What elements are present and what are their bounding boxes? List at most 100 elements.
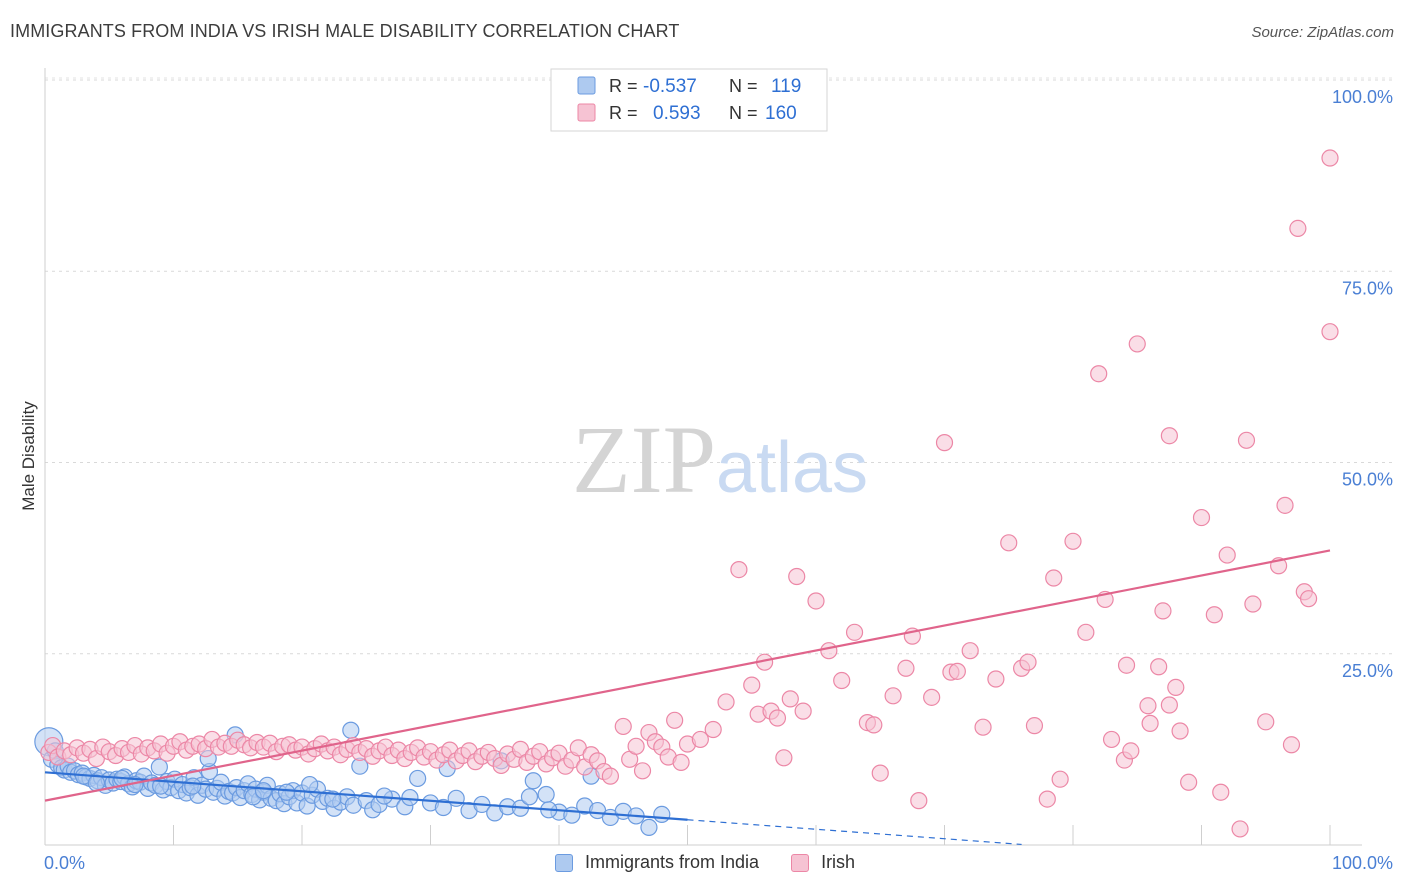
y-tick-label-50: 50.0% <box>1342 470 1393 490</box>
irish-point <box>691 730 709 749</box>
india-point <box>184 777 202 795</box>
irish-point <box>730 560 748 579</box>
legend-n-label-irish: N = <box>729 103 758 123</box>
irish-point <box>1167 678 1185 697</box>
irish-point <box>1102 730 1121 749</box>
y-tick-label-25: 25.0% <box>1342 661 1393 681</box>
x-minor-ticks <box>173 825 1331 845</box>
irish-point <box>704 720 722 739</box>
irish-point <box>614 717 632 736</box>
irish-point <box>1000 534 1018 552</box>
irish-point <box>1128 335 1146 353</box>
irish-point <box>627 737 645 755</box>
india-point <box>524 772 542 790</box>
x-tick-label-min: 0.0% <box>44 853 85 873</box>
stats-legend: R = -0.537 N = 119 R = 0.593 N = 160 <box>550 68 828 132</box>
irish-point <box>1160 696 1178 714</box>
trend-lines <box>44 549 1331 846</box>
irish-point <box>1154 602 1172 620</box>
legend-n-label-india: N = <box>729 76 758 96</box>
irish-point <box>672 753 690 771</box>
irish-point <box>910 792 928 810</box>
irish-point <box>781 690 799 708</box>
legend-label-india: Immigrants from India <box>585 852 760 872</box>
series-irish-points <box>40 149 1339 838</box>
legend-n-value-india: 119 <box>771 76 801 97</box>
irish-point <box>845 623 864 641</box>
y-tick-labels: 100.0% 75.0% 50.0% 25.0% <box>1332 87 1393 681</box>
irish-point <box>1231 820 1249 838</box>
india-point <box>301 775 319 794</box>
watermark-atlas: atlas <box>716 428 868 508</box>
irish-point <box>1122 742 1140 760</box>
irish-trend-line <box>44 549 1331 802</box>
irish-point <box>1117 656 1136 674</box>
irish-point <box>666 711 684 729</box>
irish-point <box>1212 783 1230 801</box>
irish-point <box>743 676 761 694</box>
irish-point <box>1160 427 1178 445</box>
legend-swatch-irish <box>577 103 596 122</box>
irish-point <box>1045 569 1063 587</box>
irish-point <box>601 767 620 785</box>
legend-r-value-irish: 0.593 <box>653 103 701 124</box>
legend-item-india[interactable]: Immigrants from India <box>555 852 759 873</box>
india-point <box>254 782 273 800</box>
irish-point <box>1064 532 1082 550</box>
source-label: Source: ZipAtlas.com <box>1251 24 1394 41</box>
irish-point <box>1171 722 1189 740</box>
india-point <box>653 805 671 824</box>
legend-item-irish[interactable]: Irish <box>791 852 855 873</box>
chart-title: IMMIGRANTS FROM INDIA VS IRISH MALE DISA… <box>10 21 680 41</box>
india-point <box>324 790 342 808</box>
irish-point <box>871 764 889 782</box>
india-point <box>409 769 427 788</box>
india-point <box>434 798 452 817</box>
irish-point <box>1276 496 1294 514</box>
irish-point <box>884 687 902 705</box>
irish-point <box>1090 365 1108 383</box>
irish-point <box>1237 431 1256 449</box>
irish-point <box>948 662 966 680</box>
irish-point <box>1282 736 1301 754</box>
irish-point <box>788 567 806 586</box>
y-axis-label: Male Disability <box>19 401 38 511</box>
irish-point <box>633 762 652 780</box>
legend-swatch-india <box>577 76 596 95</box>
watermark-zip: ZIP <box>572 406 716 513</box>
india-point <box>537 785 555 804</box>
irish-point <box>1257 713 1275 731</box>
y-tick-label-75: 75.0% <box>1342 278 1393 298</box>
series-legend: Immigrants from India Irish <box>555 852 887 873</box>
irish-point <box>1051 770 1069 788</box>
legend-r-label-irish: R = <box>609 103 638 123</box>
irish-point <box>1244 595 1262 613</box>
india-point <box>150 758 168 776</box>
irish-point <box>923 688 941 706</box>
india-point <box>277 783 296 801</box>
irish-point <box>1218 546 1236 564</box>
irish-point <box>775 749 793 767</box>
irish-point <box>1205 606 1223 624</box>
irish-point <box>1077 623 1095 641</box>
irish-point <box>974 718 992 736</box>
grid-lines <box>45 77 1392 655</box>
watermark: ZIPatlas <box>572 406 868 513</box>
y-tick-label-100: 100.0% <box>1332 87 1393 107</box>
irish-point <box>807 592 825 610</box>
irish-point <box>1141 714 1159 732</box>
legend-swatch-india-bottom <box>555 853 573 872</box>
irish-point <box>961 642 979 660</box>
irish-point <box>1025 717 1044 735</box>
india-point <box>342 721 360 739</box>
india-trend-extension <box>687 819 1022 846</box>
irish-point <box>1289 219 1307 238</box>
irish-point <box>1180 773 1198 791</box>
irish-point <box>1150 658 1168 676</box>
legend-n-value-irish: 160 <box>765 103 797 124</box>
irish-point <box>1192 508 1211 527</box>
india-point <box>401 788 419 807</box>
india-point <box>520 788 539 806</box>
legend-swatch-irish-bottom <box>791 853 810 872</box>
